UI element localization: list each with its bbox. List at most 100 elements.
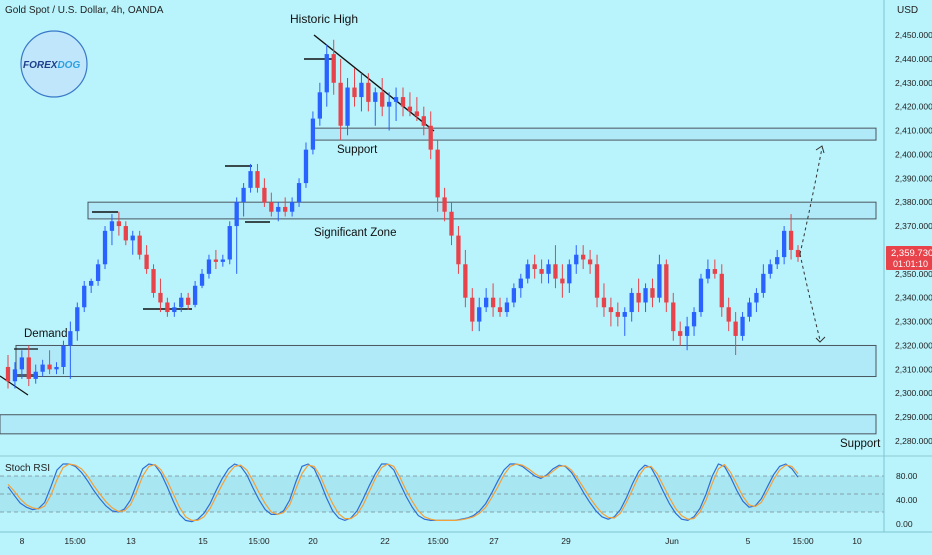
- candle[interactable]: [33, 364, 38, 384]
- candle[interactable]: [698, 273, 704, 317]
- candle[interactable]: [241, 183, 246, 217]
- candle[interactable]: [255, 163, 260, 193]
- candle[interactable]: [262, 178, 267, 207]
- candle[interactable]: [795, 245, 801, 262]
- candle[interactable]: [310, 111, 316, 155]
- candle[interactable]: [47, 350, 52, 375]
- candle[interactable]: [768, 259, 773, 279]
- candle[interactable]: [289, 197, 295, 217]
- candle[interactable]: [788, 214, 794, 260]
- candle[interactable]: [366, 73, 371, 112]
- candle[interactable]: [75, 302, 80, 341]
- candle[interactable]: [338, 58, 343, 141]
- candle[interactable]: [123, 221, 128, 246]
- candle[interactable]: [754, 288, 759, 313]
- candle[interactable]: [587, 249, 593, 274]
- candle[interactable]: [781, 226, 787, 265]
- candle[interactable]: [393, 87, 399, 121]
- candle[interactable]: [331, 39, 336, 95]
- candle[interactable]: [477, 297, 482, 332]
- zone-box[interactable]: [312, 127, 877, 141]
- candle[interactable]: [525, 259, 530, 284]
- currency-label[interactable]: USD: [897, 5, 918, 16]
- candle[interactable]: [726, 297, 731, 332]
- candle[interactable]: [234, 197, 239, 274]
- candle[interactable]: [227, 221, 232, 265]
- candle[interactable]: [373, 87, 378, 126]
- candle[interactable]: [352, 68, 357, 107]
- candle[interactable]: [400, 87, 406, 117]
- candle[interactable]: [691, 307, 697, 336]
- candle[interactable]: [594, 254, 600, 308]
- candle[interactable]: [622, 307, 627, 336]
- candle[interactable]: [456, 226, 461, 274]
- zone-box[interactable]: [0, 414, 877, 435]
- candle[interactable]: [172, 302, 177, 317]
- candle[interactable]: [61, 340, 66, 375]
- candle[interactable]: [615, 302, 620, 327]
- candle[interactable]: [206, 254, 212, 279]
- candle[interactable]: [324, 44, 329, 107]
- candle[interactable]: [165, 297, 170, 317]
- candle[interactable]: [26, 345, 31, 387]
- candle[interactable]: [386, 92, 392, 131]
- candle[interactable]: [684, 316, 690, 351]
- candle[interactable]: [303, 142, 309, 188]
- candle[interactable]: [317, 82, 322, 126]
- candle[interactable]: [192, 280, 198, 308]
- candle[interactable]: [490, 283, 496, 317]
- candle[interactable]: [95, 259, 101, 286]
- candle[interactable]: [629, 288, 634, 322]
- last-price-tag[interactable]: 2,359.730 01:01:10: [886, 246, 932, 270]
- candle[interactable]: [407, 92, 413, 117]
- candle[interactable]: [199, 269, 205, 289]
- candle[interactable]: [719, 264, 724, 317]
- candle[interactable]: [144, 245, 149, 274]
- candle[interactable]: [158, 278, 163, 313]
- candle[interactable]: [643, 283, 648, 313]
- candle[interactable]: [442, 187, 447, 222]
- candle[interactable]: [345, 77, 350, 136]
- candle[interactable]: [137, 230, 142, 260]
- time-axis[interactable]: 8 15:00 13 15 15:00 20 22 15:00 27 29 Jun 5 15:00 10: [20, 536, 862, 546]
- stoch-line-k[interactable]: [7, 463, 799, 523]
- candle[interactable]: [553, 245, 558, 289]
- candle[interactable]: [414, 97, 420, 121]
- candle[interactable]: [775, 249, 780, 270]
- candle[interactable]: [130, 230, 135, 255]
- candle[interactable]: [269, 192, 274, 217]
- candle[interactable]: [608, 297, 614, 327]
- stoch-axis[interactable]: 80.00 40.00 0.00: [896, 471, 918, 529]
- candle[interactable]: [650, 278, 655, 308]
- candle[interactable]: [54, 362, 59, 375]
- candle[interactable]: [504, 297, 510, 317]
- candle[interactable]: [12, 362, 18, 389]
- candle[interactable]: [19, 350, 25, 379]
- candle[interactable]: [581, 245, 586, 270]
- candle[interactable]: [116, 211, 122, 236]
- candle[interactable]: [186, 292, 191, 310]
- candle[interactable]: [82, 280, 87, 313]
- candle[interactable]: [560, 264, 565, 298]
- candle[interactable]: [539, 259, 544, 284]
- candle[interactable]: [761, 264, 766, 298]
- candle[interactable]: [213, 249, 219, 270]
- candle[interactable]: [740, 312, 745, 341]
- candle[interactable]: [296, 178, 302, 207]
- candle[interactable]: [421, 106, 426, 136]
- candle[interactable]: [664, 259, 669, 313]
- candle[interactable]: [470, 288, 475, 332]
- candle[interactable]: [40, 359, 45, 377]
- zone-box[interactable]: [15, 344, 877, 378]
- candle[interactable]: [109, 214, 115, 246]
- candle[interactable]: [484, 288, 489, 313]
- candle[interactable]: [89, 278, 94, 293]
- candle[interactable]: [248, 163, 253, 193]
- candle[interactable]: [574, 245, 579, 274]
- candle[interactable]: [518, 273, 523, 298]
- candle[interactable]: [532, 254, 537, 279]
- candle[interactable]: [497, 297, 503, 317]
- candle[interactable]: [567, 259, 572, 293]
- stoch-rsi-pane[interactable]: [0, 463, 884, 523]
